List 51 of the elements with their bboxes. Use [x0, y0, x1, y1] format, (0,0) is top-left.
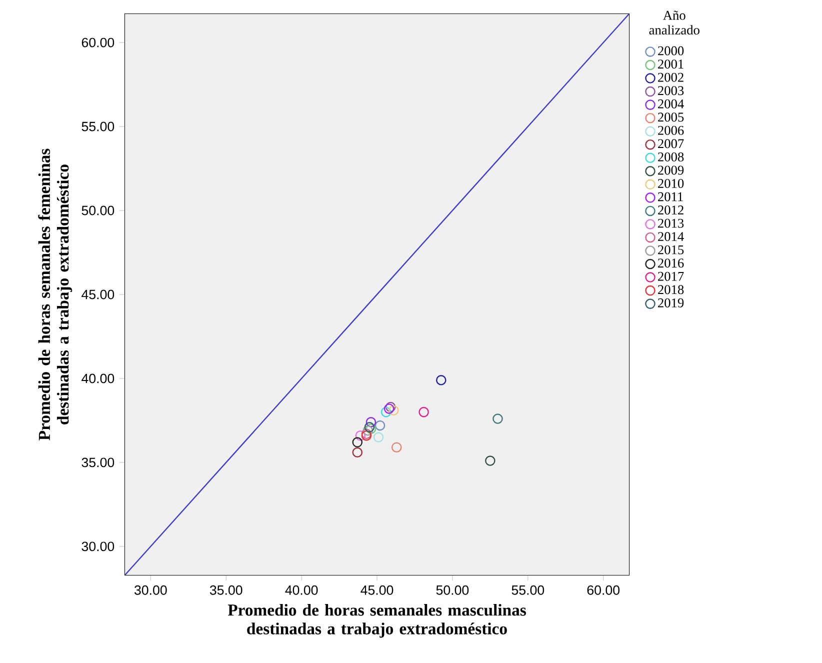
- x-axis-title: Promedio de horas semanales masculinas destinadas a trabajo extradoméstico: [228, 604, 526, 638]
- x-tick-label: 55.00: [512, 585, 544, 595]
- point: [388, 405, 399, 416]
- y-tick-label: 45.00: [82, 290, 114, 300]
- legend-title: Año analizado: [649, 10, 700, 35]
- point: [355, 430, 366, 441]
- y-tick-label: 60.00: [82, 38, 114, 48]
- point: [366, 417, 376, 428]
- legend-label: 2013: [658, 218, 684, 228]
- x-tick-label: 50.00: [436, 585, 469, 595]
- point: [492, 414, 503, 424]
- point: [362, 425, 374, 436]
- legend-label: 2017: [658, 272, 684, 281]
- legend-label: 2008: [658, 152, 684, 162]
- x-tick-label: 35.00: [210, 585, 242, 595]
- legend-label: 2012: [658, 206, 684, 215]
- y-tick-label: 55.00: [82, 122, 114, 132]
- point: [391, 442, 402, 452]
- y-tick-label: 50.00: [82, 206, 114, 216]
- point: [373, 432, 384, 442]
- legend-label: 2000: [658, 46, 684, 56]
- legend-label: 2009: [658, 166, 684, 175]
- y-tick-label: 35.00: [82, 458, 114, 468]
- point: [352, 437, 363, 448]
- legend-label: 2019: [658, 298, 684, 308]
- point: [380, 406, 392, 418]
- legend-label: 2014: [658, 232, 684, 242]
- legend-label: 2004: [658, 99, 684, 108]
- legend-label: 2006: [658, 126, 684, 135]
- legend-label: 2003: [658, 86, 684, 96]
- y-tick-label: 40.00: [82, 374, 114, 384]
- legend-label: 2007: [658, 139, 684, 148]
- x-tick-label: 45.00: [360, 585, 394, 595]
- legend-label: 2018: [658, 285, 684, 294]
- legend-label: 2011: [658, 192, 683, 202]
- point: [436, 375, 446, 386]
- legend-label: 2015: [658, 245, 684, 254]
- point: [352, 447, 363, 458]
- legend-label: 2010: [658, 178, 684, 188]
- point: [418, 406, 429, 418]
- legend-label: 2001: [658, 60, 684, 69]
- y-tick-label: 30.00: [82, 542, 114, 552]
- point: [374, 420, 386, 431]
- legend-label: 2002: [658, 72, 684, 82]
- x-tick-label: 30.00: [134, 585, 167, 595]
- y-axis-title: Promedio de horas semanales femeninas destinadas a trabajo extradoméstico: [38, 148, 72, 440]
- x-tick-label: 60.00: [587, 585, 620, 595]
- legend-label: 2016: [658, 258, 684, 268]
- x-tick-label: 40.00: [285, 585, 318, 595]
- legend-label: 2005: [658, 112, 684, 122]
- point: [485, 456, 496, 466]
